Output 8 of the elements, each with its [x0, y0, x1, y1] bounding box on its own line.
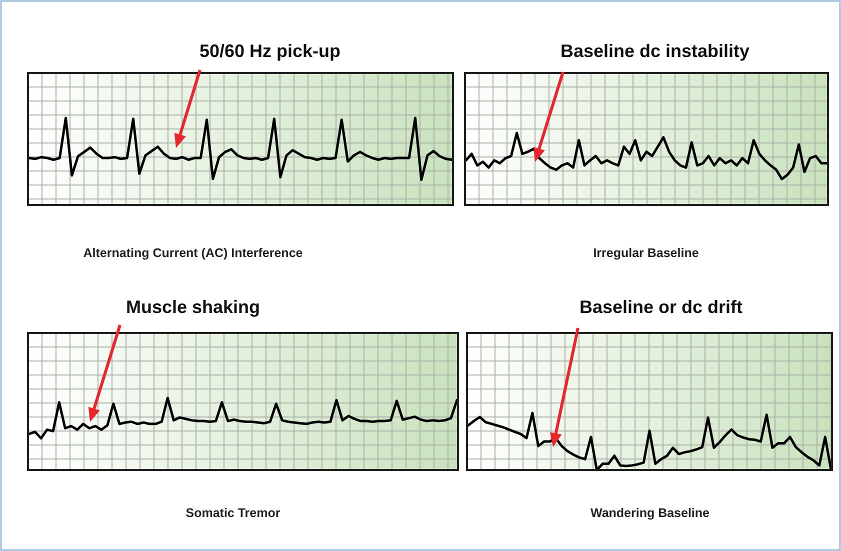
text: Baseline or dc drift [579, 297, 743, 317]
text: Muscle shaking [126, 297, 260, 317]
text: Alternating Current (AC) Interference [83, 246, 303, 260]
text: Baseline dc instability [560, 41, 750, 61]
text: 50/60 Hz pick-up [199, 41, 341, 61]
text: Irregular Baseline [593, 246, 699, 260]
text: Somatic Tremor [186, 506, 280, 520]
text: Wandering Baseline [590, 506, 710, 520]
